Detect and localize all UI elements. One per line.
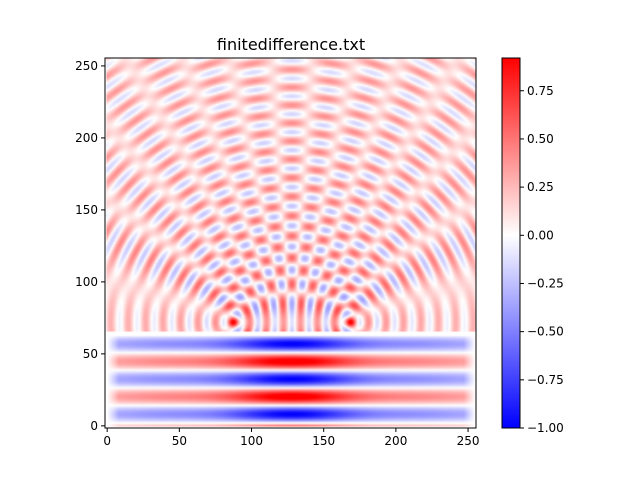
chart-title: finitedifference.txt	[217, 35, 365, 54]
x-tick-label: 250	[457, 434, 480, 448]
x-axis-ticks: 0 50 100 150 200 250	[103, 428, 480, 448]
y-tick-label: 200	[75, 131, 98, 145]
colorbar-tick-label: −1.00	[527, 421, 564, 435]
axes-frame	[104, 57, 477, 429]
x-tick-label: 100	[240, 434, 263, 448]
colorbar-tick-label: 0.75	[527, 84, 554, 98]
colorbar-tick-label: 0.50	[527, 132, 554, 146]
x-tick-label: 200	[384, 434, 407, 448]
y-tick-label: 150	[75, 203, 98, 217]
x-tick-label: 50	[172, 434, 187, 448]
y-tick-label: 100	[75, 275, 98, 289]
colorbar-ticks: −1.00 −0.75 −0.50 −0.25 0.00 0.25 0.50 0.75	[520, 84, 564, 435]
colorbar-tick-label: 0.00	[527, 228, 554, 242]
y-tick-label: 250	[75, 59, 98, 73]
heatmap-image	[106, 58, 476, 427]
heatmap-plot-area: 0 50 100 150 200 250 0 50 100 150 200 250	[75, 57, 480, 448]
colorbar-tick-label: −0.75	[527, 373, 564, 387]
colorbar-gradient	[501, 57, 521, 429]
colorbar-tick-label: −0.50	[527, 325, 564, 339]
x-tick-label: 150	[312, 434, 335, 448]
x-tick-label: 0	[103, 434, 111, 448]
y-tick-label: 50	[83, 347, 98, 361]
colorbar-tick-label: −0.25	[527, 276, 564, 290]
colorbar-tick-label: 0.25	[527, 180, 554, 194]
y-axis-ticks: 0 50 100 150 200 250	[75, 59, 105, 433]
y-tick-label: 0	[90, 419, 98, 433]
colorbar: −1.00 −0.75 −0.50 −0.25 0.00 0.25 0.50 0.75	[501, 57, 564, 435]
